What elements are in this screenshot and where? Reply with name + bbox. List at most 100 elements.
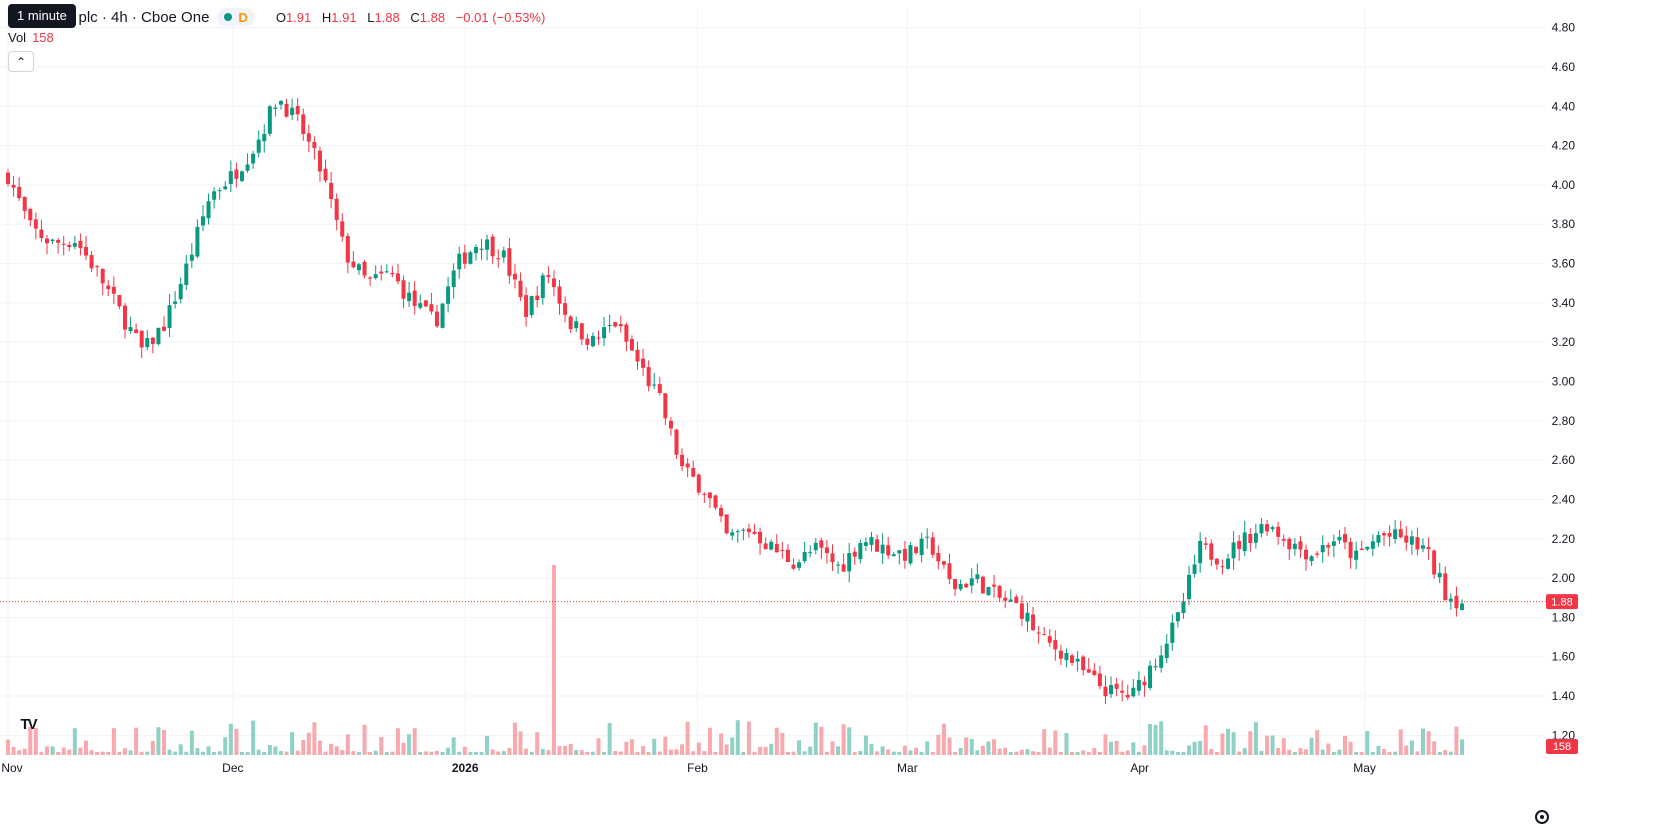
candle bbox=[39, 219, 44, 242]
candle bbox=[334, 193, 339, 231]
candle bbox=[217, 187, 222, 200]
candle bbox=[1443, 566, 1448, 601]
volume-bar bbox=[217, 751, 222, 755]
candle bbox=[1109, 676, 1114, 699]
candle bbox=[412, 281, 417, 315]
candle bbox=[290, 98, 295, 121]
volume-bar bbox=[1003, 747, 1008, 755]
volume-bar bbox=[964, 737, 969, 755]
volume-bar bbox=[524, 748, 529, 755]
candle bbox=[992, 574, 997, 598]
candle bbox=[847, 542, 852, 583]
candle bbox=[122, 302, 127, 339]
volume-bar bbox=[284, 751, 289, 755]
y-tick-label: 4.20 bbox=[1552, 139, 1576, 153]
volume-bar bbox=[546, 750, 551, 755]
candle bbox=[1058, 644, 1063, 666]
volume-bar bbox=[902, 745, 907, 755]
open-label: O bbox=[275, 9, 286, 25]
candle bbox=[1070, 653, 1075, 666]
volume-legend: Vol 158 bbox=[8, 30, 54, 45]
candle bbox=[423, 299, 428, 308]
volume-bar bbox=[919, 751, 924, 755]
candle bbox=[1432, 549, 1437, 579]
volume-bar bbox=[33, 728, 38, 755]
candle bbox=[1437, 562, 1442, 584]
candle bbox=[1343, 526, 1348, 550]
candle bbox=[685, 458, 690, 478]
volume-bar bbox=[652, 738, 657, 755]
candle bbox=[368, 276, 373, 287]
market-status[interactable]: D bbox=[217, 8, 255, 26]
candle bbox=[457, 246, 462, 279]
candle bbox=[897, 549, 902, 565]
volume-bar bbox=[629, 739, 634, 755]
candle bbox=[195, 219, 200, 259]
volume-bar bbox=[1231, 732, 1236, 755]
candle bbox=[1097, 665, 1102, 690]
y-tick-label: 2.00 bbox=[1552, 571, 1576, 585]
volume-bar bbox=[930, 751, 935, 755]
volume-bar bbox=[306, 732, 311, 755]
volume-bar bbox=[462, 746, 467, 755]
price-axis[interactable]: 1.20 1.40 1.60 1.80 2.00 2.20 2.40 2.60 2.80 3.00… bbox=[1552, 21, 1576, 743]
candle bbox=[1003, 590, 1008, 609]
volume-bar bbox=[869, 743, 874, 755]
volume-bar bbox=[429, 751, 434, 755]
candles bbox=[6, 98, 1464, 705]
candle bbox=[295, 98, 300, 122]
volume-bar bbox=[379, 736, 384, 755]
volume-bar bbox=[1265, 735, 1270, 755]
volume-bar bbox=[953, 752, 958, 755]
volume-bar bbox=[1164, 750, 1169, 755]
candle bbox=[262, 124, 267, 153]
candle bbox=[1326, 542, 1331, 557]
candle bbox=[390, 266, 395, 278]
volume-bar bbox=[613, 751, 618, 755]
candle bbox=[590, 332, 595, 348]
candle bbox=[858, 539, 863, 564]
gear-icon[interactable] bbox=[1535, 810, 1549, 824]
volume-bar bbox=[1170, 750, 1175, 755]
volume-bar bbox=[278, 751, 283, 755]
candle bbox=[1387, 525, 1392, 547]
candle bbox=[719, 504, 724, 523]
volume-bar bbox=[50, 746, 55, 755]
candle bbox=[908, 542, 913, 566]
collapse-legend-button[interactable]: ⌃ bbox=[8, 51, 34, 72]
candle bbox=[696, 473, 701, 496]
candle bbox=[1008, 589, 1013, 602]
volume-bar bbox=[1203, 725, 1208, 755]
candle bbox=[1265, 519, 1270, 536]
candle bbox=[1237, 534, 1242, 561]
volume-bar bbox=[535, 732, 540, 755]
y-tick-label: 1.20 bbox=[1552, 728, 1576, 742]
candle bbox=[958, 579, 963, 592]
candle bbox=[1365, 546, 1370, 552]
volume-bar bbox=[1315, 730, 1320, 755]
volume-bar bbox=[908, 750, 913, 755]
symbol-title[interactable]: a plc · 4h · Cboe One bbox=[66, 8, 210, 26]
candle bbox=[997, 585, 1002, 603]
candle bbox=[1276, 521, 1281, 545]
time-axis[interactable]: Nov Dec 2026 Feb Mar Apr May bbox=[1, 761, 1376, 775]
candle bbox=[551, 270, 556, 297]
x-tick-label: 2026 bbox=[452, 761, 479, 775]
volume-bar bbox=[239, 751, 244, 755]
y-tick-label: 4.00 bbox=[1552, 178, 1576, 192]
candle bbox=[312, 136, 317, 160]
candle bbox=[1159, 645, 1164, 673]
candle bbox=[1131, 679, 1136, 698]
y-tick-label: 4.60 bbox=[1552, 60, 1576, 74]
tradingview-logo-icon[interactable]: TV bbox=[20, 715, 37, 733]
candle bbox=[50, 238, 55, 245]
candle bbox=[173, 291, 178, 309]
volume-bar bbox=[401, 742, 406, 755]
volume-bar bbox=[1276, 747, 1281, 755]
volume-bar bbox=[223, 737, 228, 755]
candle bbox=[1404, 526, 1409, 551]
chart-grid bbox=[0, 8, 1546, 755]
volume-bar bbox=[1014, 751, 1019, 755]
volume-bar bbox=[585, 751, 590, 755]
